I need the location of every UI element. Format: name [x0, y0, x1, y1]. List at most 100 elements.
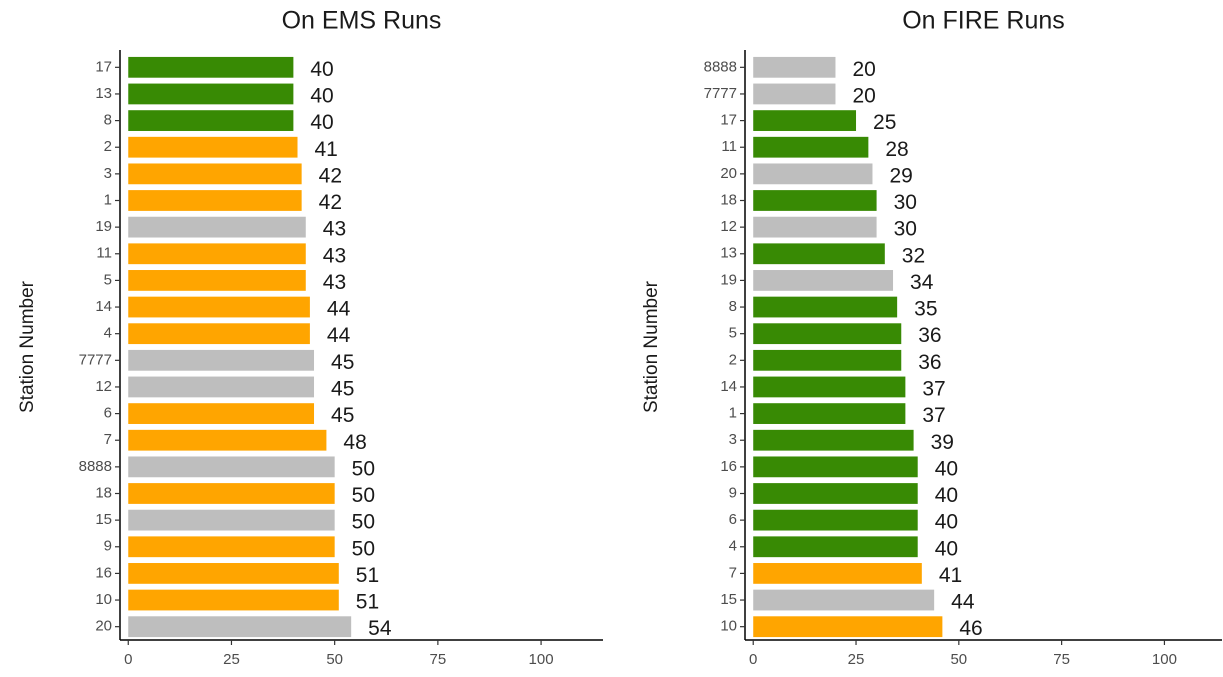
data-label: 37 — [922, 378, 945, 401]
y-tick-label: 9 — [104, 538, 112, 555]
bar — [753, 456, 918, 478]
bar — [753, 509, 918, 531]
data-label: 41 — [939, 564, 962, 587]
x-tick-label: 75 — [1053, 651, 1070, 668]
bar — [753, 216, 877, 238]
x-tick-label: 75 — [430, 651, 447, 668]
data-label: 44 — [327, 298, 351, 321]
bar — [128, 56, 294, 78]
y-tick-label: 5 — [729, 325, 737, 342]
data-label: 40 — [310, 58, 333, 81]
bar — [128, 589, 339, 611]
y-tick-label: 20 — [95, 618, 112, 635]
bar — [753, 536, 918, 558]
y-tick-label: 3 — [104, 165, 112, 182]
y-tick-label: 19 — [720, 271, 737, 288]
y-tick-label: 18 — [95, 484, 112, 501]
data-label: 51 — [356, 564, 379, 587]
bar — [753, 323, 902, 345]
y-tick-label: 7 — [104, 431, 112, 448]
data-label: 32 — [902, 244, 925, 267]
y-tick-label: 13 — [720, 245, 737, 262]
data-label: 50 — [352, 457, 375, 480]
y-tick-label: 19 — [95, 218, 112, 235]
bar — [753, 403, 906, 424]
y-tick-label: 8888 — [79, 458, 112, 475]
bar — [753, 589, 935, 611]
data-label: 45 — [331, 378, 354, 401]
y-tick-label: 1 — [729, 405, 737, 422]
y-tick-label: 2 — [729, 351, 737, 368]
bar — [128, 163, 302, 185]
data-label: 40 — [310, 85, 333, 108]
bar — [753, 376, 906, 398]
bar — [128, 270, 306, 291]
y-tick-label: 12 — [720, 218, 737, 235]
y-tick-label: 7777 — [79, 351, 112, 368]
bar — [128, 616, 352, 638]
x-tick-label: 25 — [848, 651, 865, 668]
y-axis-label: Station Number — [641, 280, 662, 413]
bar — [128, 509, 335, 531]
y-tick-label: 7 — [729, 564, 737, 581]
bar — [128, 563, 339, 584]
data-label: 25 — [873, 111, 896, 134]
bar — [753, 136, 869, 158]
y-tick-label: 1 — [104, 191, 112, 208]
y-tick-label: 16 — [720, 458, 737, 475]
y-tick-label: 6 — [729, 511, 737, 528]
bar — [128, 110, 294, 131]
y-tick-label: 4 — [729, 538, 737, 555]
data-label: 37 — [922, 404, 945, 427]
y-tick-label: 15 — [95, 511, 112, 528]
bar — [128, 429, 327, 451]
data-label: 46 — [959, 617, 982, 640]
y-tick-label: 11 — [721, 138, 737, 155]
data-label: 50 — [352, 511, 375, 534]
data-label: 40 — [310, 111, 333, 134]
y-tick-label: 3 — [729, 431, 737, 448]
y-tick-label: 5 — [104, 271, 112, 288]
bar — [128, 376, 315, 398]
y-tick-label: 17 — [95, 58, 112, 75]
x-tick-label: 0 — [124, 651, 132, 668]
y-tick-label: 17 — [720, 112, 737, 129]
data-label: 40 — [935, 511, 958, 534]
y-tick-label: 10 — [720, 618, 737, 635]
data-label: 20 — [852, 58, 875, 81]
data-label: 43 — [323, 271, 346, 294]
bar — [128, 216, 306, 238]
x-tick-label: 100 — [529, 651, 554, 668]
y-tick-label: 14 — [95, 298, 112, 315]
data-label: 50 — [352, 537, 375, 560]
y-tick-label: 6 — [104, 405, 112, 422]
bar — [128, 136, 298, 158]
bar — [753, 190, 877, 211]
bar — [128, 83, 294, 105]
y-tick-label: 11 — [96, 245, 112, 262]
y-tick-label: 16 — [95, 564, 112, 581]
data-label: 50 — [352, 484, 375, 507]
bar — [753, 563, 922, 584]
data-label: 36 — [918, 351, 941, 374]
bar — [753, 83, 836, 105]
bar — [128, 483, 335, 504]
bar — [753, 429, 914, 451]
y-tick-label: 10 — [95, 591, 112, 608]
data-label: 29 — [889, 164, 912, 187]
y-axis-label: Station Number — [17, 280, 38, 413]
data-label: 20 — [852, 85, 875, 108]
data-label: 43 — [323, 218, 346, 241]
data-label: 43 — [323, 244, 346, 267]
data-label: 44 — [951, 591, 975, 614]
data-label: 36 — [918, 324, 941, 347]
data-label: 28 — [885, 138, 908, 161]
data-label: 48 — [343, 431, 366, 454]
data-label: 45 — [331, 404, 354, 427]
y-tick-label: 8888 — [704, 58, 737, 75]
y-tick-label: 12 — [95, 378, 112, 395]
bar — [753, 616, 943, 638]
y-tick-label: 7777 — [704, 85, 737, 102]
y-tick-label: 9 — [729, 484, 737, 501]
